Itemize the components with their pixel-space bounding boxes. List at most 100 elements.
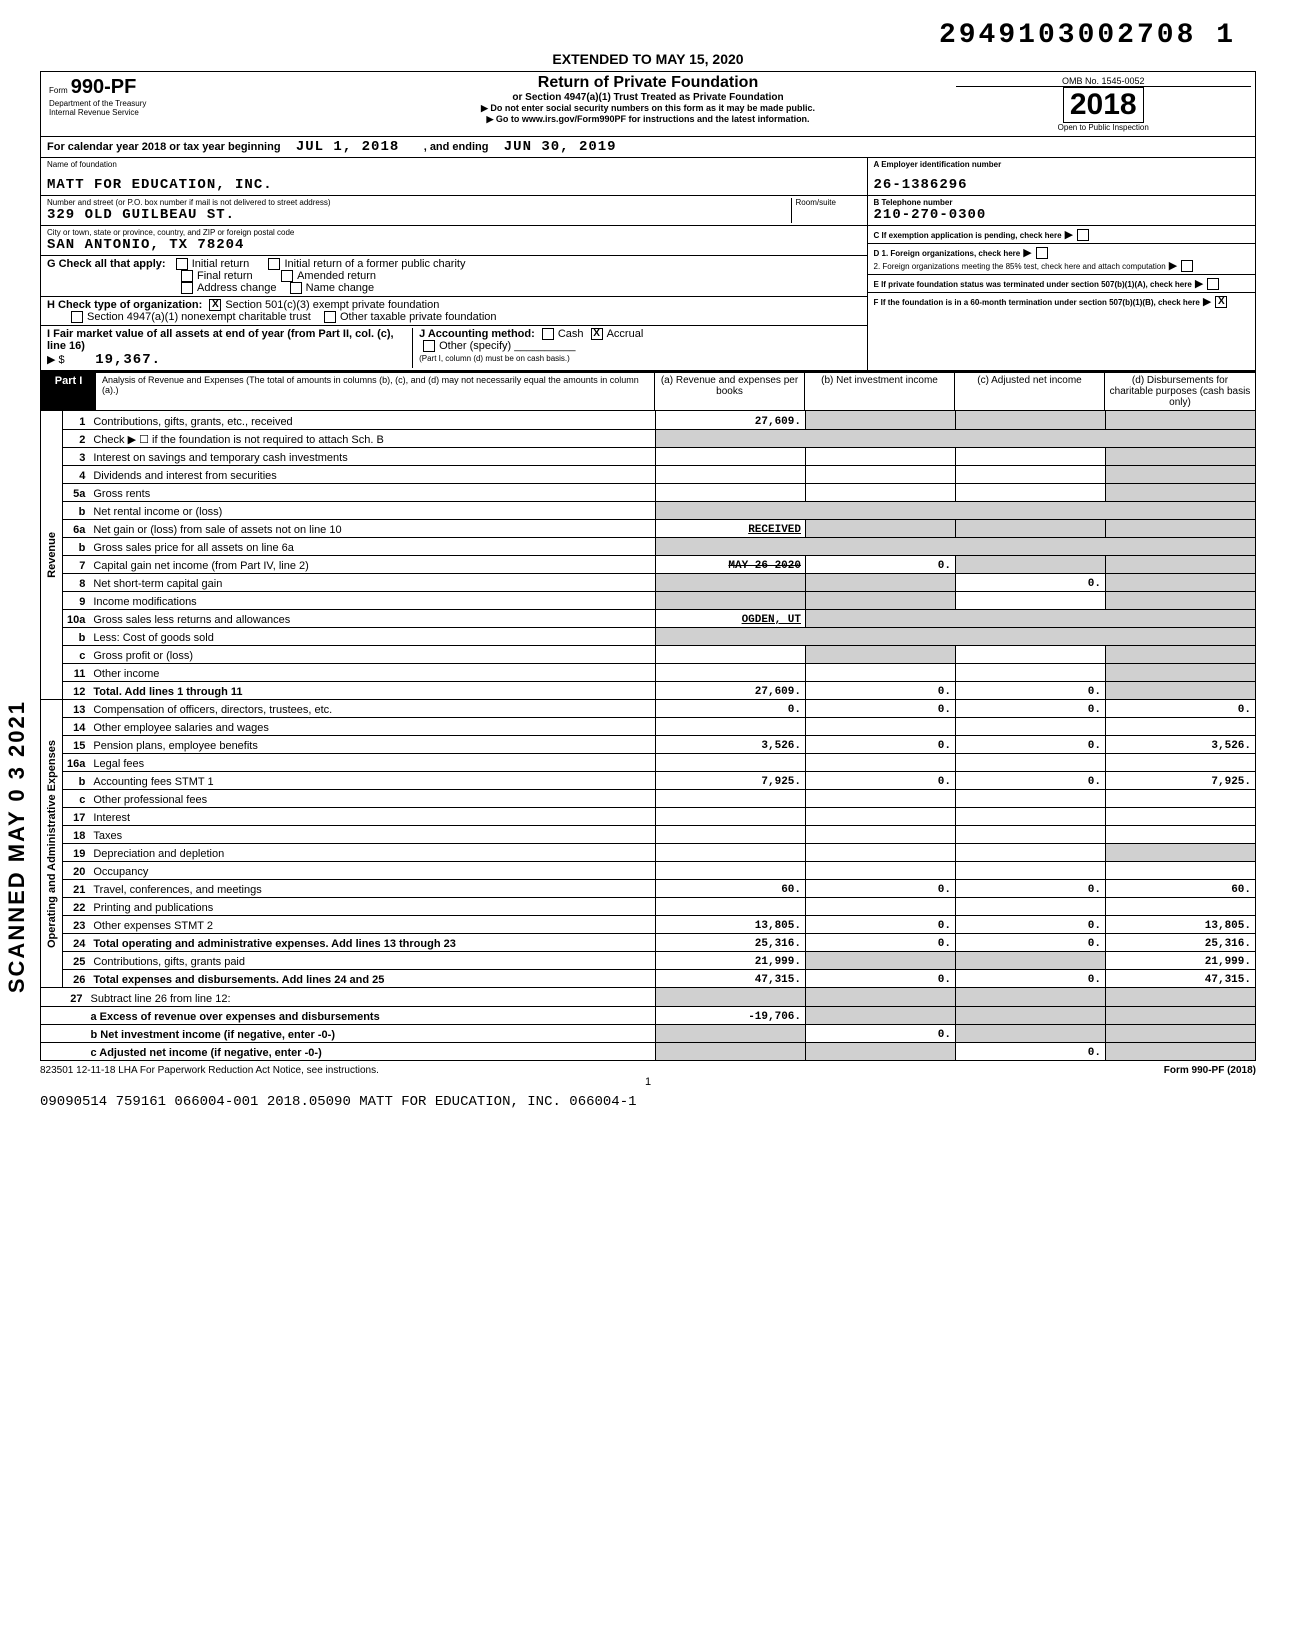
- col-c-head: (c) Adjusted net income: [955, 373, 1105, 410]
- line-27-desc: Subtract line 26 from line 12:: [87, 988, 656, 1006]
- opt-former: Initial return of a former public charit…: [284, 258, 465, 270]
- part1-tab: Part I: [41, 373, 96, 410]
- col-a-head: (a) Revenue and expenses per books: [655, 373, 805, 410]
- part1-header: Part I Analysis of Revenue and Expenses …: [40, 371, 1256, 411]
- opt-namechg: Name change: [306, 282, 375, 294]
- irs-line: Internal Revenue Service: [49, 108, 337, 117]
- city: SAN ANTONIO, TX 78204: [47, 237, 861, 253]
- cb-cash[interactable]: [542, 328, 554, 340]
- cb-addr[interactable]: [181, 282, 193, 294]
- line-13-c: 0.: [956, 700, 1106, 718]
- omb: OMB No. 1545-0052: [956, 76, 1252, 87]
- foundation-name: MATT FOR EDUCATION, INC.: [47, 169, 861, 193]
- line-22-desc: Printing and publications: [89, 898, 655, 916]
- expense-side: Operating and Administrative Expenses: [46, 740, 58, 948]
- e-label: E If private foundation status was termi…: [874, 280, 1192, 289]
- subtitle3: ▶ Go to www.irs.gov/Form990PF for instru…: [347, 114, 950, 125]
- cb-initial[interactable]: [176, 258, 188, 270]
- extended-line: EXTENDED TO MAY 15, 2020: [40, 51, 1256, 67]
- line-6a-desc: Net gain or (loss) from sale of assets n…: [89, 519, 655, 537]
- g-label: G Check all that apply:: [47, 258, 166, 270]
- line-13-d: 0.: [1106, 700, 1256, 718]
- line-20-desc: Occupancy: [89, 862, 655, 880]
- col-b-head: (b) Net investment income: [805, 373, 955, 410]
- cb-amended[interactable]: [281, 270, 293, 282]
- d2-label: 2. Foreign organizations meeting the 85%…: [874, 262, 1166, 271]
- line-5b-desc: Net rental income or (loss): [89, 501, 655, 519]
- form-label: Form: [49, 86, 68, 95]
- line-13-desc: Compensation of officers, directors, tru…: [89, 700, 655, 718]
- line-16b-b: 0.: [806, 772, 956, 790]
- f-label: F If the foundation is in a 60-month ter…: [874, 298, 1200, 307]
- cb-other-tax[interactable]: [324, 311, 336, 323]
- j-accrual: Accrual: [607, 328, 644, 340]
- form-header: Form 990-PF Department of the Treasury I…: [40, 71, 1256, 137]
- subtitle1: or Section 4947(a)(1) Trust Treated as P…: [347, 92, 950, 103]
- line-25-desc: Contributions, gifts, grants paid: [89, 952, 655, 970]
- line-26-b: 0.: [806, 970, 956, 988]
- line-2-desc: Check ▶ ☐ if the foundation is not requi…: [89, 429, 655, 447]
- line-1-desc: Contributions, gifts, grants, etc., rece…: [89, 411, 655, 429]
- c-label: C If exemption application is pending, c…: [874, 231, 1062, 240]
- j-note: (Part I, column (d) must be on cash basi…: [419, 354, 570, 363]
- footer-right: Form 990-PF (2018): [1164, 1065, 1256, 1076]
- line-3-desc: Interest on savings and temporary cash i…: [89, 447, 655, 465]
- addr-label: Number and street (or P.O. box number if…: [47, 198, 791, 207]
- h-other: Other taxable private foundation: [340, 311, 497, 323]
- name-label: Name of foundation: [47, 160, 861, 169]
- cb-final[interactable]: [181, 270, 193, 282]
- cb-4947[interactable]: [71, 311, 83, 323]
- line-26-desc: Total expenses and disbursements. Add li…: [89, 970, 655, 988]
- line-13-b: 0.: [806, 700, 956, 718]
- line-26-c: 0.: [956, 970, 1106, 988]
- line-16c-desc: Other professional fees: [89, 790, 655, 808]
- tax-year: 2018: [1063, 87, 1144, 123]
- h-label: H Check type of organization:: [47, 299, 202, 311]
- cb-namechg[interactable]: [290, 282, 302, 294]
- line-9-desc: Income modifications: [89, 591, 655, 609]
- doc-id: 2949103002708 1: [40, 20, 1256, 51]
- cb-other-method[interactable]: [423, 340, 435, 352]
- line-7-desc: Capital gain net income (from Part IV, l…: [89, 555, 655, 573]
- line-15-b: 0.: [806, 736, 956, 754]
- i-value: 19,367.: [95, 352, 161, 368]
- cb-c[interactable]: [1077, 229, 1089, 241]
- cb-accrual[interactable]: X: [591, 328, 603, 340]
- line-23-d: 13,805.: [1106, 916, 1256, 934]
- j-other: Other (specify): [439, 340, 511, 352]
- line-24-a: 25,316.: [656, 934, 806, 952]
- cb-f[interactable]: X: [1215, 296, 1227, 308]
- city-label: City or town, state or province, country…: [47, 228, 861, 237]
- received-stamp: RECEIVED: [656, 519, 806, 537]
- line-19-desc: Depreciation and depletion: [89, 844, 655, 862]
- cb-former[interactable]: [268, 258, 280, 270]
- cb-e[interactable]: [1207, 278, 1219, 290]
- h-501c3: Section 501(c)(3) exempt private foundat…: [225, 299, 439, 311]
- h-4947: Section 4947(a)(1) nonexempt charitable …: [87, 311, 311, 323]
- line-26-a: 47,315.: [656, 970, 806, 988]
- cb-501c3[interactable]: X: [209, 299, 221, 311]
- tel: 210-270-0300: [874, 207, 1249, 223]
- line-26-d: 47,315.: [1106, 970, 1256, 988]
- line-24-d: 25,316.: [1106, 934, 1256, 952]
- cb-d1[interactable]: [1036, 247, 1048, 259]
- line-27a-a: -19,706.: [656, 1006, 806, 1024]
- line-21-a: 60.: [656, 880, 806, 898]
- line-21-c: 0.: [956, 880, 1106, 898]
- line-15-c: 0.: [956, 736, 1106, 754]
- ein-label: A Employer identification number: [874, 160, 1249, 169]
- line-16b-d: 7,925.: [1106, 772, 1256, 790]
- col-d-head: (d) Disbursements for charitable purpose…: [1105, 373, 1255, 410]
- line-15-a: 3,526.: [656, 736, 806, 754]
- street: 329 OLD GUILBEAU ST.: [47, 207, 791, 223]
- cb-d2[interactable]: [1181, 260, 1193, 272]
- line-7-stamp: MAY 26 2020: [656, 555, 806, 573]
- open-inspection: Open to Public Inspection: [956, 123, 1252, 132]
- and-ending: , and ending: [424, 141, 489, 153]
- line-1-a: 27,609.: [656, 411, 806, 429]
- identification-block: Name of foundation MATT FOR EDUCATION, I…: [40, 158, 1256, 371]
- opt-addr: Address change: [197, 282, 277, 294]
- line-8-desc: Net short-term capital gain: [89, 573, 655, 591]
- line-18-desc: Taxes: [89, 826, 655, 844]
- form-number: 990-PF: [71, 76, 137, 98]
